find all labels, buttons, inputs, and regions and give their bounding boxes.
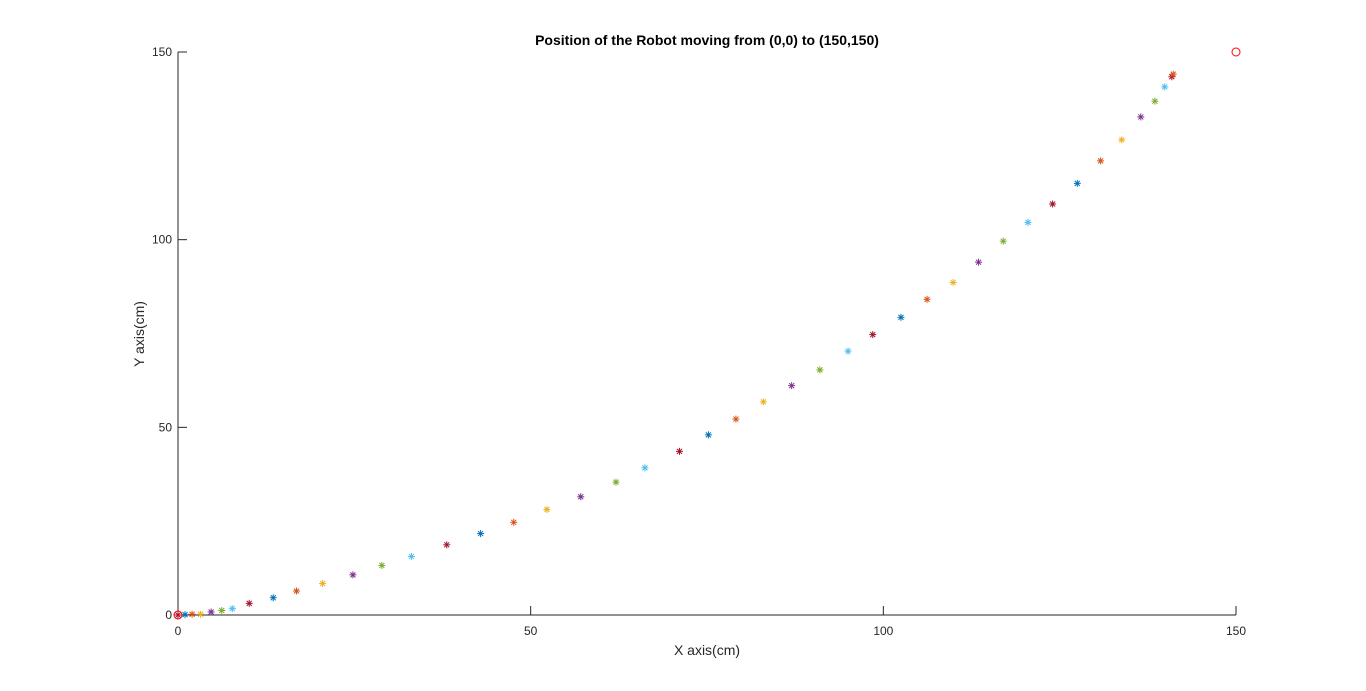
asterisk-marker — [510, 518, 518, 526]
data-points — [173, 47, 1241, 620]
asterisk-marker — [1169, 70, 1177, 78]
asterisk-marker — [999, 237, 1007, 245]
asterisk-marker — [218, 606, 226, 614]
asterisk-marker — [319, 579, 327, 587]
axes — [177, 52, 1236, 616]
endpoint-circle-marker — [1231, 47, 1241, 57]
asterisk-marker — [732, 415, 740, 423]
asterisk-marker — [197, 610, 205, 618]
asterisk-marker — [228, 605, 236, 613]
asterisk-marker — [1137, 113, 1145, 121]
asterisk-marker — [1073, 179, 1081, 187]
asterisk-marker — [1024, 218, 1032, 226]
endpoint-circle-marker — [173, 610, 183, 620]
asterisk-marker — [378, 561, 386, 569]
asterisk-marker — [975, 258, 983, 266]
asterisk-marker — [704, 431, 712, 439]
asterisk-marker — [543, 506, 551, 514]
asterisk-marker — [207, 608, 215, 616]
asterisk-marker — [816, 366, 824, 374]
asterisk-marker — [675, 447, 683, 455]
asterisk-marker — [292, 587, 300, 595]
asterisk-marker — [1097, 157, 1105, 165]
tick-marks — [177, 51, 1237, 616]
asterisk-marker — [1151, 97, 1159, 105]
asterisk-marker — [923, 295, 931, 303]
asterisk-marker — [1118, 136, 1126, 144]
asterisk-marker — [245, 599, 253, 607]
asterisk-marker — [1161, 83, 1169, 91]
x-tick-label: 50 — [524, 624, 538, 638]
asterisk-marker — [577, 493, 585, 501]
tick-labels: 0 50 100 150 0 50 100 150 — [152, 45, 1246, 638]
x-axis-label: X axis(cm) — [674, 642, 740, 658]
asterisk-marker — [443, 541, 451, 549]
asterisk-marker — [949, 278, 957, 286]
asterisk-marker — [788, 382, 796, 390]
asterisk-marker — [759, 398, 767, 406]
y-tick-label: 0 — [165, 608, 172, 622]
asterisk-marker — [1049, 200, 1057, 208]
asterisk-marker — [188, 610, 196, 618]
y-tick-label: 100 — [152, 233, 172, 247]
asterisk-marker — [612, 478, 620, 486]
asterisk-marker — [869, 331, 877, 339]
asterisk-marker — [641, 464, 649, 472]
asterisk-marker — [897, 313, 905, 321]
x-tick-label: 100 — [873, 624, 893, 638]
y-tick-label: 50 — [159, 420, 173, 434]
asterisk-marker — [477, 530, 485, 538]
asterisk-marker — [269, 594, 277, 602]
asterisk-marker — [349, 571, 357, 579]
x-tick-label: 0 — [175, 624, 182, 638]
asterisk-marker — [407, 552, 415, 560]
asterisk-marker — [844, 347, 852, 355]
y-tick-label: 150 — [152, 45, 172, 59]
y-axis-label: Y axis(cm) — [131, 301, 147, 367]
asterisk-marker — [174, 611, 182, 619]
asterisk-marker — [181, 611, 189, 619]
x-tick-label: 150 — [1226, 624, 1246, 638]
chart-title: Position of the Robot moving from (0,0) … — [535, 32, 879, 48]
